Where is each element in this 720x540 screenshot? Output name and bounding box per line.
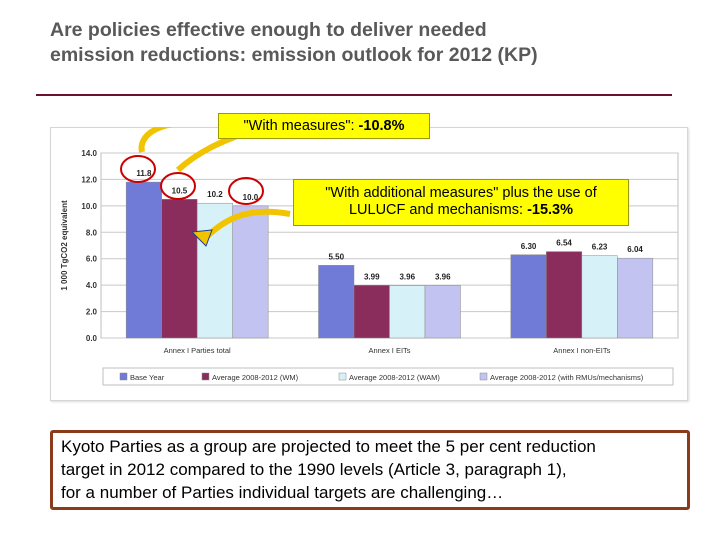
bar-value-label: 10.5 — [172, 186, 188, 195]
legend — [102, 367, 674, 386]
bar — [546, 251, 583, 339]
with-measures-label: "With measures": — [243, 118, 359, 134]
slide-title-line-1: Are policies effective enough to deliver… — [50, 19, 487, 41]
bar — [389, 285, 426, 339]
callout-arrowhead — [190, 229, 213, 247]
y-axis-label: 1 000 TgCO2 equivalent — [60, 200, 69, 291]
title-divider — [36, 94, 672, 96]
callout-arrow — [138, 127, 175, 153]
bar — [424, 285, 461, 339]
y-tick-label: 10.0 — [81, 202, 97, 211]
bar-value-label: 10.2 — [207, 190, 223, 199]
bar-value-label: 6.54 — [556, 239, 572, 248]
bar-value-label: 6.30 — [521, 242, 537, 251]
highlight-circle — [160, 172, 196, 200]
bar — [581, 255, 618, 339]
bar — [161, 199, 198, 339]
y-tick-label: 6.0 — [86, 255, 98, 264]
y-tick-label: 0.0 — [86, 334, 98, 343]
bar — [232, 205, 269, 339]
legend-label: Average 2008-2012 (WM) — [212, 373, 299, 382]
bar-value-label: 3.96 — [399, 273, 415, 282]
bar — [125, 181, 162, 339]
category-label: Annex I non-EITs — [553, 346, 610, 355]
summary-box: Kyoto Parties as a group are projected t… — [50, 430, 690, 510]
summary-line-2: target in 2012 compared to the 1990 leve… — [61, 460, 567, 479]
bar-value-label: 5.50 — [328, 252, 344, 261]
with-additional-measures-line-1: "With additional measures" plus the use … — [325, 185, 597, 201]
with-measures-value: -10.8% — [358, 118, 405, 134]
legend-label: Base Year — [130, 373, 165, 382]
highlight-circle — [120, 155, 156, 183]
y-tick-label: 2.0 — [86, 308, 98, 317]
bar-value-label: 3.96 — [435, 273, 451, 282]
bar-value-label: 10.0 — [243, 193, 259, 202]
legend-swatch — [201, 372, 210, 381]
summary-text: Kyoto Parties as a group are projected t… — [61, 435, 691, 504]
summary-line-1: Kyoto Parties as a group are projected t… — [61, 437, 596, 456]
y-tick-label: 12.0 — [81, 175, 97, 184]
slide-title-line-2: emission reductions: emission outlook fo… — [50, 44, 538, 66]
bar-value-label: 11.8 — [136, 169, 152, 178]
legend-swatch — [338, 372, 347, 381]
y-tick-label: 4.0 — [86, 281, 98, 290]
bar-value-label: 6.23 — [592, 243, 608, 252]
y-tick-label: 8.0 — [86, 228, 98, 237]
bar-value-label: 6.04 — [627, 245, 643, 254]
emission-outlook-chart: 0.0 2.0 4.0 6.0 8.0 10.0 12.0 14.0 1 000 TgCO2 e… — [60, 127, 679, 386]
with-additional-measures-callout: "With additional measures" plus the use … — [293, 179, 629, 226]
with-measures-callout: "With measures": -10.8% — [218, 113, 430, 139]
legend-swatch — [119, 372, 128, 381]
bar — [196, 202, 233, 339]
legend-label: Average 2008-2012 (WAM) — [349, 373, 440, 382]
bar — [318, 265, 355, 339]
bar-value-label: 3.99 — [364, 272, 380, 281]
with-additional-measures-label: LULUCF and mechanisms: — [348, 202, 528, 218]
summary-line-3: for a number of Parties individual targe… — [61, 483, 504, 502]
bar — [617, 257, 654, 339]
highlight-circle — [228, 177, 264, 205]
legend-label: Average 2008-2012 (with RMUs/mechanisms) — [490, 373, 644, 382]
slide-title: Are policies effective enough to deliver… — [50, 18, 700, 68]
bar — [353, 285, 390, 339]
legend-swatch — [479, 372, 488, 381]
bar — [510, 254, 547, 339]
category-label: Annex I EITs — [368, 346, 410, 355]
with-additional-measures-value: -15.3% — [527, 202, 574, 218]
category-label: Annex I Parties total — [164, 346, 231, 355]
y-tick-label: 14.0 — [81, 149, 97, 158]
